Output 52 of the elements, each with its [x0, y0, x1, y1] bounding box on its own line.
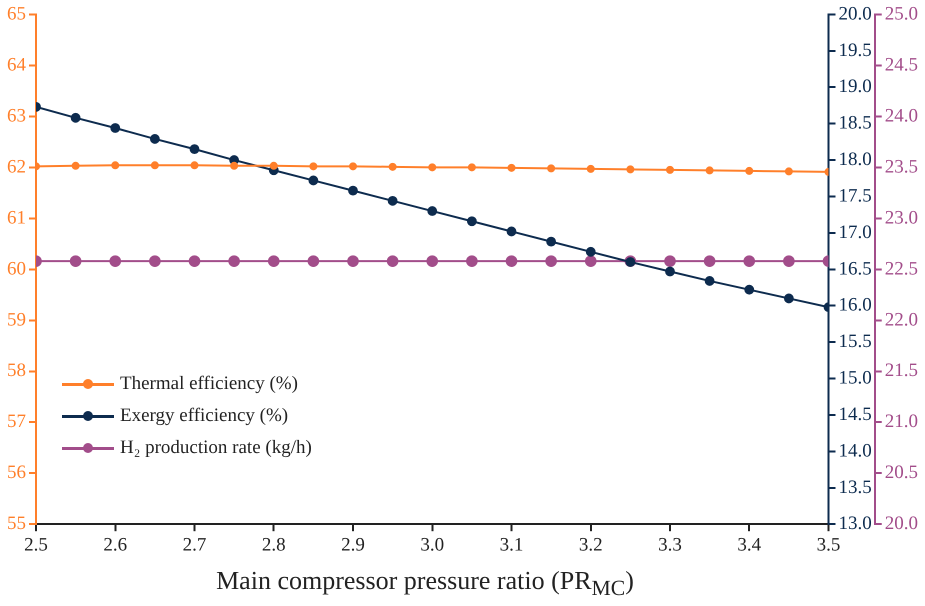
- y-tick-label: 61: [7, 207, 26, 228]
- y2-tick-label: 18.5: [838, 112, 872, 134]
- y-tick-label: 56: [7, 462, 26, 484]
- x-tick-label: 2.9: [341, 534, 365, 556]
- y-tick-label: 60: [7, 258, 26, 280]
- legend-label: H₂ production rate (kg/h): [120, 437, 312, 459]
- y2-tick-label: 14.0: [838, 440, 872, 462]
- y3-tick-label: 20.0: [884, 513, 918, 534]
- y2-tick-label: 14.5: [838, 404, 872, 425]
- y-tick-label: 55: [7, 513, 26, 534]
- y2-tick-label: 17.5: [838, 185, 872, 206]
- y3-tick-label: 23.5: [884, 156, 918, 178]
- y-tick-label: 63: [7, 105, 26, 126]
- x-tick-label: 2.6: [103, 534, 128, 556]
- y3-tick-label: 21.0: [884, 411, 918, 432]
- y3-tick-label: 20.5: [884, 462, 918, 484]
- y3-tick-label: 24.5: [884, 54, 918, 76]
- x-tick-label: 2.7: [182, 534, 206, 556]
- y-tick-label: 65: [7, 3, 26, 24]
- y2-tick-label: 18.0: [838, 149, 872, 170]
- y3-tick-label: 24.0: [884, 105, 918, 126]
- y-tick-label: 58: [7, 360, 26, 382]
- y-tick-label: 64: [7, 54, 26, 76]
- y2-tick-label: 16.0: [838, 294, 872, 316]
- y3-tick-label: 23.0: [884, 207, 918, 228]
- y2-tick-label: 19.0: [838, 76, 872, 98]
- x-tick-label: 3.4: [737, 534, 762, 556]
- y2-tick-label: 15.0: [838, 368, 872, 389]
- x-tick-label: 3.3: [658, 534, 682, 556]
- y2-tick-label: 20.0: [838, 3, 872, 24]
- y2-tick-label: 17.0: [838, 222, 872, 243]
- y2-tick-label: 16.5: [838, 258, 872, 280]
- y-tick-label: 59: [7, 309, 26, 330]
- y3-tick-label: 22.0: [884, 309, 918, 330]
- x-tick-label: 3.0: [420, 534, 444, 556]
- y2-tick-label: 13.0: [838, 513, 872, 534]
- x-tick-label: 3.5: [816, 534, 840, 556]
- y3-tick-label: 21.5: [884, 360, 918, 382]
- y3-tick-label: 25.0: [884, 3, 918, 24]
- x-axis-title: Main compressor pressure ratio (PR$_{MC}$): [215, 566, 635, 602]
- y-tick-label: 62: [7, 156, 26, 178]
- y3-tick-label: 22.5: [884, 258, 918, 280]
- y2-tick-label: 19.5: [838, 40, 872, 61]
- legend-label: Exergy efficiency (%): [120, 405, 288, 427]
- x-tick-label: 2.5: [24, 534, 48, 556]
- y-tick-label: 57: [7, 411, 26, 432]
- x-tick-label: 3.2: [578, 534, 603, 556]
- x-tick-label: 2.8: [262, 534, 286, 556]
- x-tick-label: 3.1: [500, 534, 524, 556]
- legend-label: Thermal efficiency (%): [120, 373, 298, 395]
- y2-tick-label: 13.5: [838, 476, 872, 498]
- y2-tick-label: 15.5: [838, 331, 872, 352]
